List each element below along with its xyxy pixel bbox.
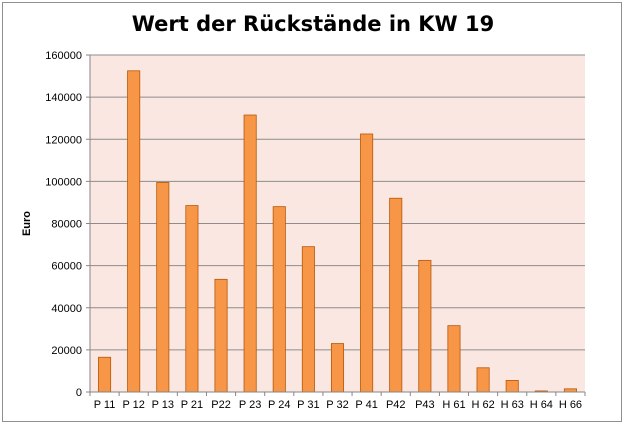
bar [214, 278, 228, 393]
bar [301, 246, 315, 393]
bar [330, 343, 345, 393]
x-tick-label: H 61 [442, 399, 465, 411]
x-tick-label: H 63 [501, 399, 524, 411]
bar [156, 182, 170, 393]
y-tick-label: 140000 [45, 92, 82, 104]
bar [243, 114, 257, 393]
y-tick-label: 0 [76, 387, 82, 399]
y-tick-label: 120000 [45, 134, 82, 146]
x-tick-label: P42 [386, 399, 406, 411]
x-tick-label: P 24 [268, 399, 290, 411]
y-tick-label: 100000 [45, 176, 82, 188]
y-tick-label: 60000 [51, 261, 82, 273]
x-tick-label: H 66 [559, 399, 582, 411]
x-tick-label: P 21 [181, 399, 203, 411]
x-tick-label: P 23 [239, 399, 261, 411]
y-tick-label: 160000 [45, 50, 82, 62]
x-tick-label: P 41 [355, 399, 377, 411]
x-tick-label: P22 [211, 399, 231, 411]
bar [476, 367, 490, 393]
y-tick-label: 40000 [51, 303, 82, 315]
y-tick-label: 20000 [51, 345, 82, 357]
bar [360, 133, 374, 393]
bar [505, 380, 519, 393]
x-tick-label: H 64 [530, 399, 553, 411]
bar [272, 206, 286, 393]
bar [418, 259, 432, 393]
x-tick-label: P 13 [152, 399, 174, 411]
x-tick-label: P 11 [94, 399, 116, 411]
bar [127, 70, 141, 393]
x-tick-label: H 62 [471, 399, 494, 411]
gridlines [90, 54, 585, 351]
bars [98, 70, 577, 393]
y-tick-labels: 0 20000 40000 60000 80000 100000 120000 140000 1… [45, 50, 82, 399]
bar [185, 205, 199, 393]
x-tick-label: P 12 [122, 399, 144, 411]
x-tick-label: P43 [415, 399, 435, 411]
bar [447, 325, 461, 393]
x-tick-label: P 32 [326, 399, 348, 411]
bar [389, 197, 403, 393]
bar [98, 356, 112, 393]
y-axis-label: Euro [21, 211, 33, 236]
y-tick-label: 80000 [51, 219, 82, 231]
x-tick-labels: P 11 P 12 P 13 P 21 P22 P 23 P 24 P 31 P 32 P 41 P… [94, 399, 582, 411]
axes [86, 54, 586, 396]
chart-title: Wert der Rückstände in KW 19 [131, 12, 495, 36]
x-tick-label: P 31 [297, 399, 319, 411]
